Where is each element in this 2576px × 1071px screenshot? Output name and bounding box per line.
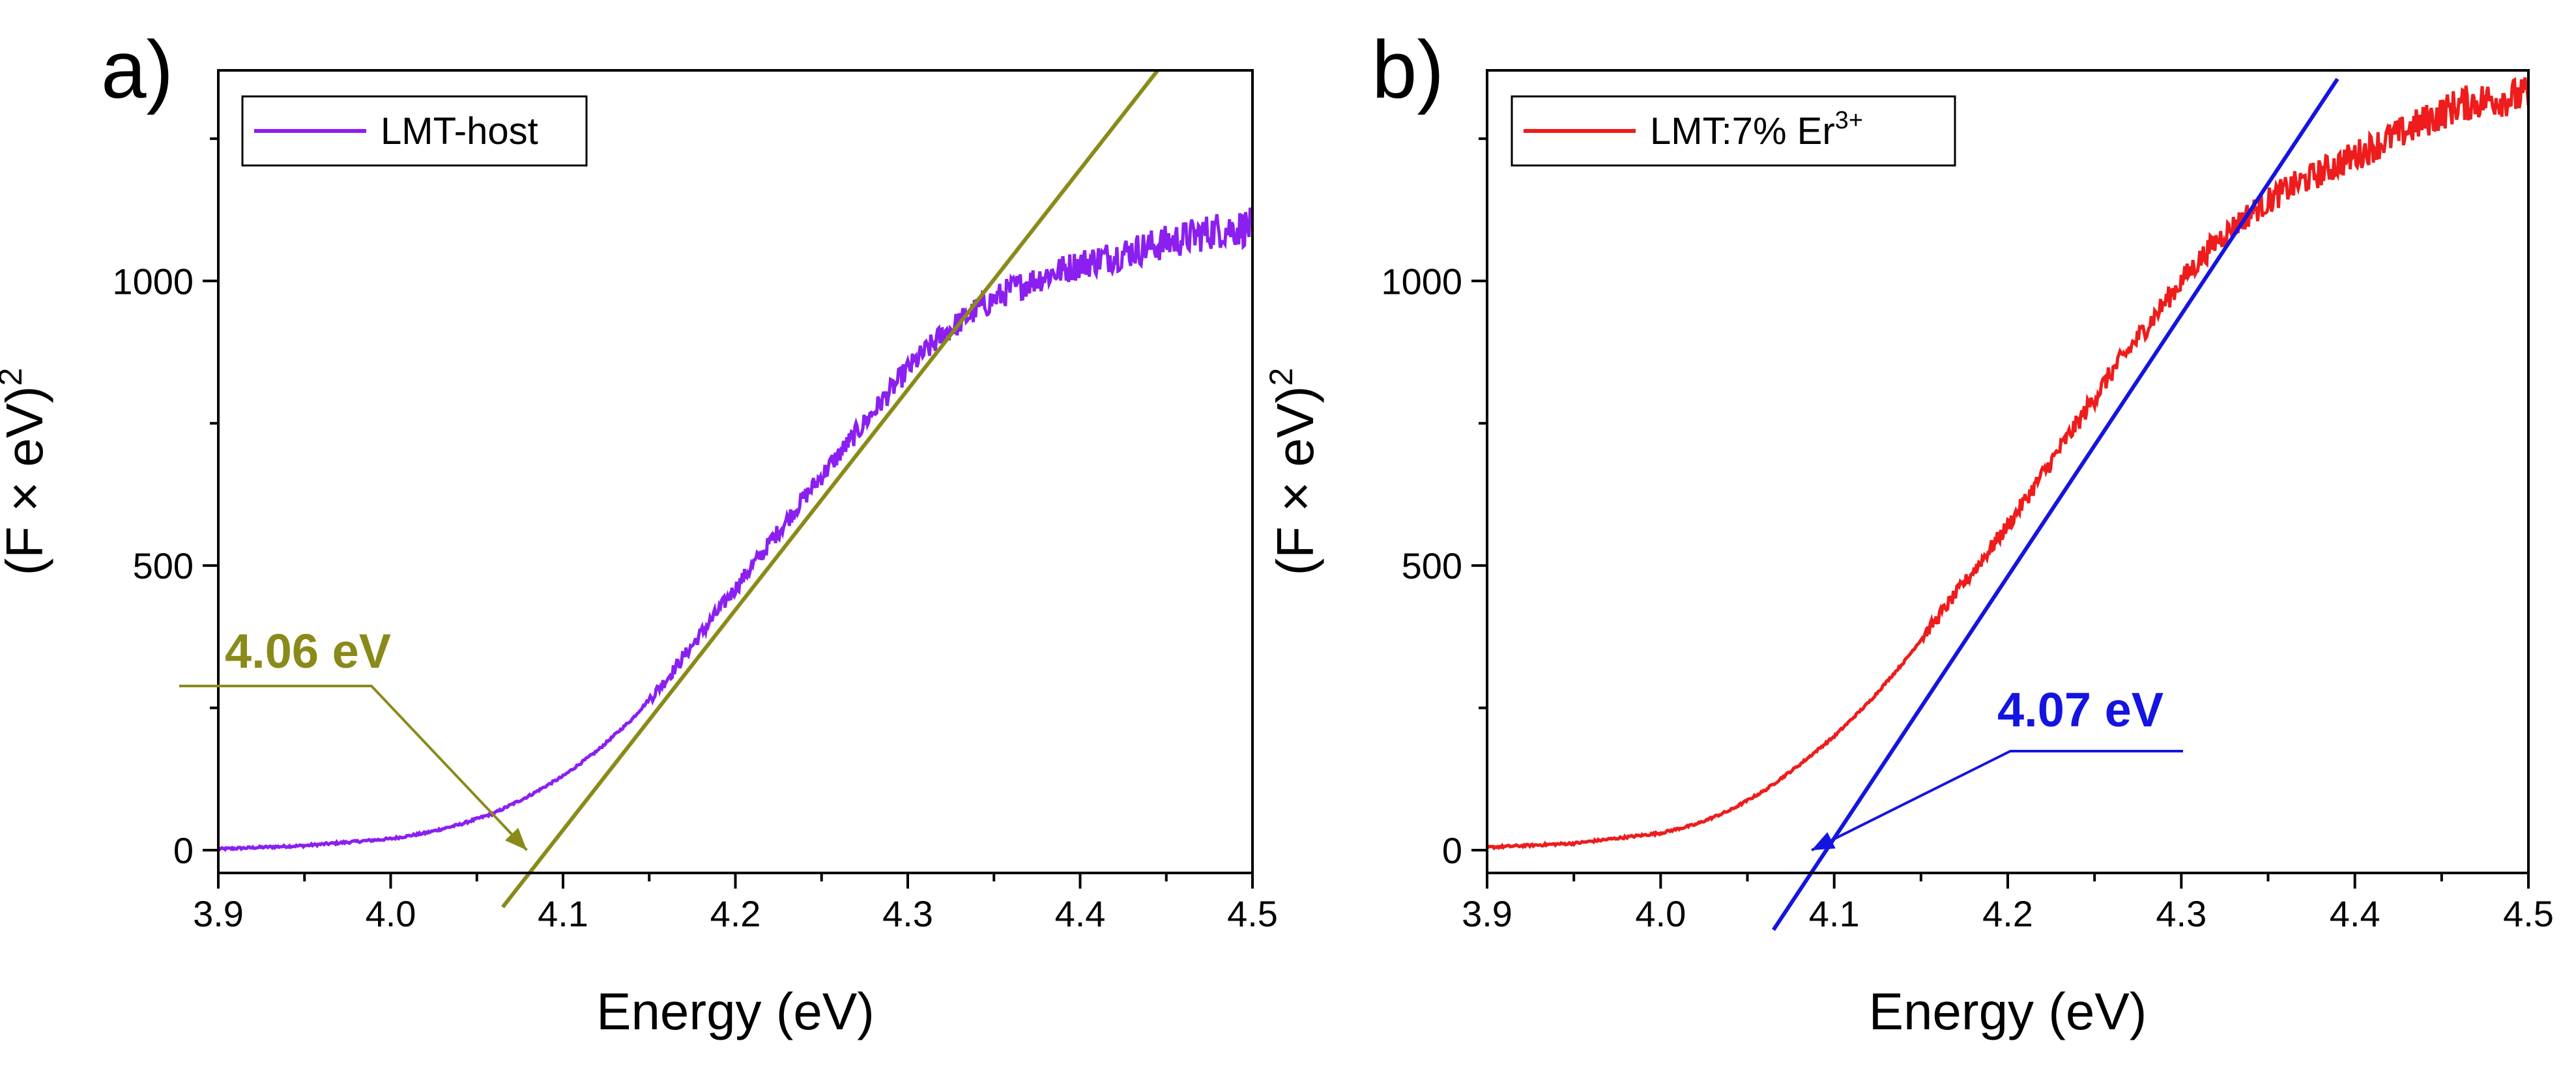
bandgap-annotation: 4.06 eV — [225, 624, 391, 678]
annotation-leader-line — [179, 685, 528, 851]
annotation-leader-line — [1811, 750, 2183, 851]
legend-label: LMT-host — [381, 110, 538, 152]
x-tick-label: 4.1 — [538, 893, 588, 934]
panel-label: a) — [101, 25, 173, 115]
fit-line — [1771, 78, 2339, 932]
x-tick-label: 4.0 — [366, 893, 416, 934]
annotation-arrowhead — [1812, 832, 1836, 851]
x-tick-label: 4.3 — [2156, 893, 2207, 934]
y-tick-label: 500 — [1402, 545, 1462, 586]
chart-panel-a: 3.9 4.0 4.1 4.2 4.3 4.4 4.5 0 500 1000 Energy (eV)… — [0, 25, 1278, 1040]
x-axis-label: Energy (eV) — [596, 982, 875, 1040]
y-tick-label: 1000 — [1381, 261, 1462, 302]
y-axis-label: (F × eV)2 — [1263, 368, 1324, 576]
annotation-arrowhead — [504, 827, 527, 851]
y-tick-label: 0 — [1442, 830, 1462, 871]
chart-panel-b: 3.9 4.0 4.1 4.2 4.3 4.4 4.5 0 500 1000 Energy (eV)… — [1263, 25, 2554, 1040]
x-tick-label: 3.9 — [1462, 893, 1512, 934]
series-line-1 — [218, 207, 1252, 852]
x-axis-label: Energy (eV) — [1869, 982, 2147, 1040]
x-tick-label: 4.0 — [1635, 893, 1686, 934]
x-tick-label: 4.2 — [1982, 893, 2033, 934]
y-tick-label: 1000 — [112, 261, 194, 302]
x-tick-label: 4.4 — [2330, 893, 2381, 934]
bandgap-annotation: 4.07 eV — [1997, 683, 2164, 737]
plot-frame — [217, 69, 1254, 874]
y-tick-label: 0 — [173, 830, 194, 871]
x-tick-label: 4.1 — [1809, 893, 1860, 934]
fit-line — [501, 69, 1159, 909]
x-tick-label: 3.9 — [193, 893, 244, 934]
y-tick-label: 500 — [133, 545, 194, 586]
x-tick-label: 4.5 — [1227, 893, 1278, 934]
x-tick-label: 4.5 — [2503, 893, 2554, 934]
x-tick-label: 4.3 — [882, 893, 933, 934]
panel-label: b) — [1372, 25, 1444, 115]
y-axis-label: (F × eV)2 — [0, 368, 53, 576]
series-line-1 — [1487, 77, 2528, 851]
x-tick-label: 4.2 — [710, 893, 761, 934]
legend-label: LMT:7% Er3+ — [1650, 107, 1863, 152]
x-tick-label: 4.4 — [1055, 893, 1106, 934]
